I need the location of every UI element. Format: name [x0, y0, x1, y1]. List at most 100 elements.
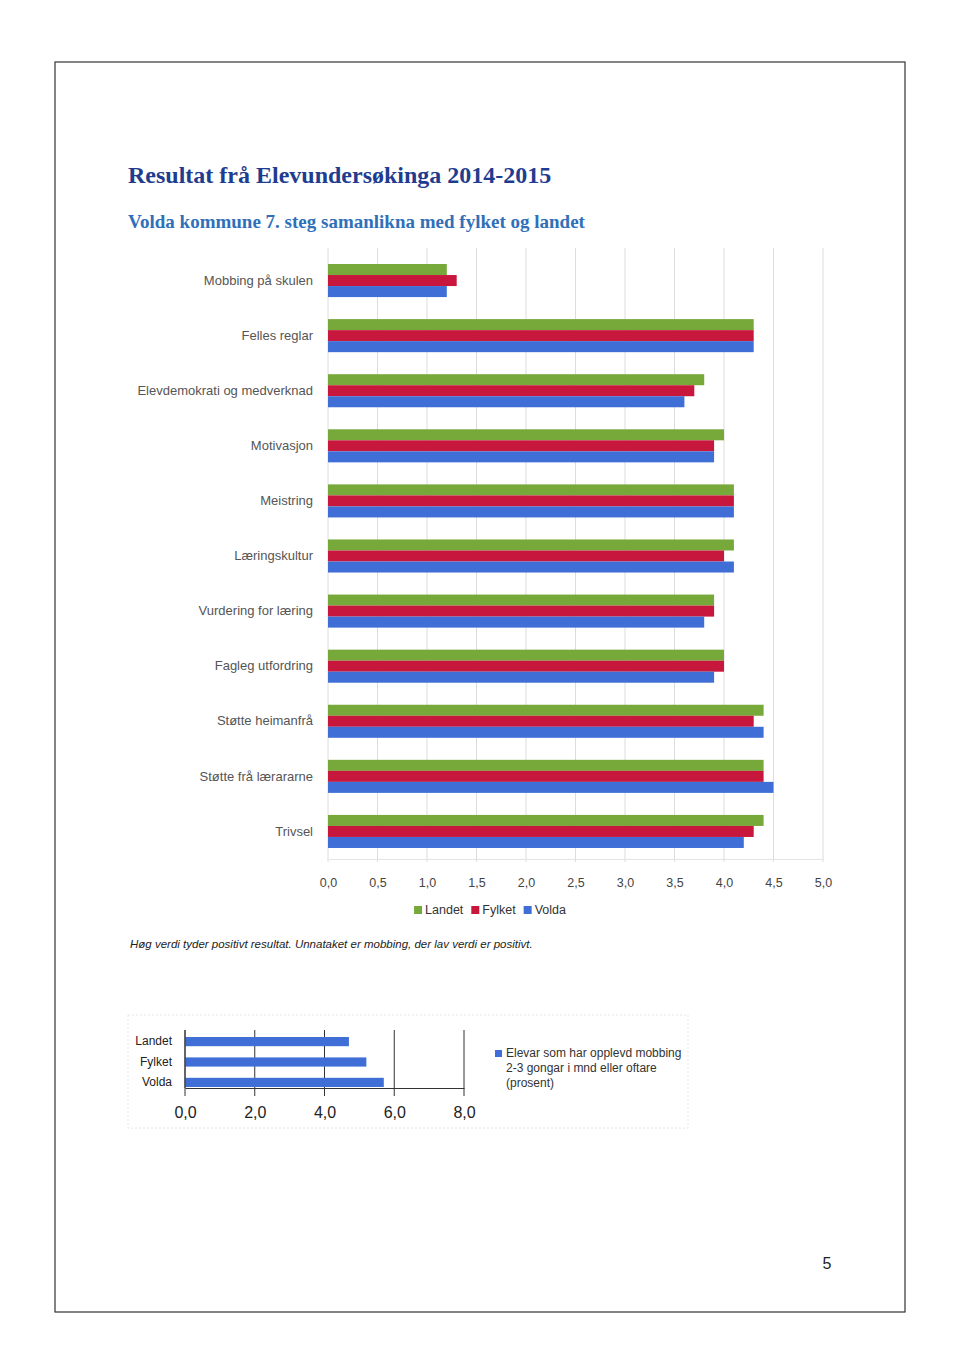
chart: 0,0 2,0 4,0 6,0 8,0 Landet Fylket Volda Elevar s… [128, 1015, 688, 1128]
category-tick: Felles reglar [241, 328, 313, 343]
tick-label: 2,0 [518, 876, 535, 890]
tick-label: 4,5 [765, 876, 782, 890]
bar [185, 1078, 384, 1087]
tick: 1,5 [468, 859, 485, 890]
axis-line [329, 859, 824, 860]
category-tick: Meistring [260, 493, 313, 508]
category-label: Mobbing på skulen [204, 273, 313, 288]
bar [328, 815, 764, 826]
category-tick: Motivasjon [251, 438, 313, 453]
category-tick: Elevdemokrati og medverknad [137, 383, 313, 398]
bar [328, 617, 704, 628]
category-label: Motivasjon [251, 438, 313, 453]
tick-label: 2,0 [244, 1104, 266, 1121]
tick: 4,5 [765, 859, 782, 890]
bar [328, 319, 754, 330]
tick: 3,0 [617, 859, 634, 890]
grid [328, 248, 823, 862]
category-tick: Mobbing på skulen [204, 273, 313, 288]
bar [185, 1057, 366, 1066]
title: Resultat frå Elevundersøkinga 2014-2015 [128, 162, 551, 188]
tick: 0,0 [320, 859, 337, 890]
legend-label: Volda [535, 903, 566, 917]
axis-line [185, 1030, 186, 1088]
bar [328, 264, 447, 275]
subtitle: Volda kommune 7. steg samanlikna med fyl… [128, 211, 586, 232]
bar [328, 286, 447, 297]
tick-label: 4,0 [716, 876, 733, 890]
category-tick: Fylket [140, 1055, 173, 1069]
tick: 0,0 [174, 1088, 196, 1121]
category-tick: Vurdering for læring [199, 603, 313, 618]
legend-label: Landet [425, 903, 464, 917]
legend-item: Volda [524, 903, 566, 917]
chart-frame [128, 1015, 688, 1128]
legend-item: Elevar som har opplevd mobbing2-3 gongar… [495, 1046, 681, 1090]
category-label: Elevdemokrati og medverknad [137, 383, 313, 398]
category-label: Læringskultur [234, 548, 313, 563]
bar [328, 595, 714, 606]
category-label: Meistring [260, 493, 313, 508]
tick-label: 4,0 [314, 1104, 336, 1121]
x-axis: 0,00,51,01,52,02,53,03,54,04,55,0 [320, 859, 832, 890]
tick-label: 3,0 [617, 876, 634, 890]
bar [328, 727, 764, 738]
bar [328, 837, 744, 848]
bar [185, 1037, 349, 1046]
bars [185, 1037, 384, 1087]
bar [328, 429, 724, 440]
category-label: Fagleg utfordring [215, 658, 313, 673]
bar [328, 771, 764, 782]
page: 5Resultat frå Elevundersøkinga 2014-2015… [0, 0, 960, 1345]
bar [328, 782, 774, 793]
legend-swatch [495, 1050, 502, 1057]
tick-label: 2,5 [567, 876, 584, 890]
grid [185, 1030, 464, 1096]
tick-label: 3,5 [666, 876, 683, 890]
category-label: Støtte frå lærararne [200, 769, 313, 784]
tick-label: 1,5 [468, 876, 485, 890]
tick-label: 0,5 [369, 876, 386, 890]
category-tick: Støtte heimanfrå [217, 713, 314, 728]
y-axis: Mobbing på skulen Felles reglar Elevdemokr… [137, 273, 313, 839]
bar [328, 275, 457, 286]
tick-label: 6,0 [384, 1104, 406, 1121]
tick: 0,5 [369, 859, 386, 890]
grid-line [394, 1030, 395, 1096]
category-label: Trivsel [275, 824, 313, 839]
tick: 6,0 [384, 1088, 406, 1121]
category-label: Volda [142, 1075, 172, 1089]
grid-line [464, 1030, 465, 1096]
category-label: Landet [135, 1034, 172, 1048]
tick: 3,5 [666, 859, 683, 890]
legend-swatch [471, 906, 479, 914]
legend-swatch [414, 906, 422, 914]
bar [328, 330, 754, 341]
tick: 8,0 [453, 1088, 475, 1121]
bar [328, 484, 734, 495]
legend-item: Fylket [471, 903, 516, 917]
category-label: Fylket [140, 1055, 173, 1069]
category-label: Felles reglar [241, 328, 313, 343]
bar [328, 716, 754, 727]
category-label: Vurdering for læring [199, 603, 313, 618]
bars [328, 264, 774, 848]
bar [328, 341, 754, 352]
bar [328, 440, 714, 451]
category-tick: Volda [142, 1075, 172, 1089]
bar [328, 705, 764, 716]
page-frame [55, 62, 905, 1312]
bar [328, 826, 754, 837]
bar [328, 506, 734, 517]
grid-line [823, 248, 824, 862]
bar [328, 672, 714, 683]
tick: 2,5 [567, 859, 584, 890]
bar [328, 606, 714, 617]
category-tick: Trivsel [275, 824, 313, 839]
bar [328, 396, 684, 407]
category-tick: Læringskultur [234, 548, 313, 563]
category-tick: Støtte frå lærararne [200, 769, 313, 784]
tick-label: 0,0 [174, 1104, 196, 1121]
tick: 1,0 [419, 859, 436, 890]
axis-line [186, 1088, 465, 1089]
